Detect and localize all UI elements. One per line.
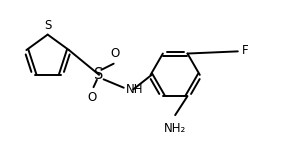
Text: NH: NH [126, 84, 144, 97]
Text: F: F [242, 44, 249, 57]
Text: NH₂: NH₂ [164, 122, 186, 135]
Text: O: O [88, 91, 97, 104]
Text: S: S [44, 19, 51, 32]
Text: O: O [110, 47, 119, 60]
Text: S: S [94, 67, 104, 82]
